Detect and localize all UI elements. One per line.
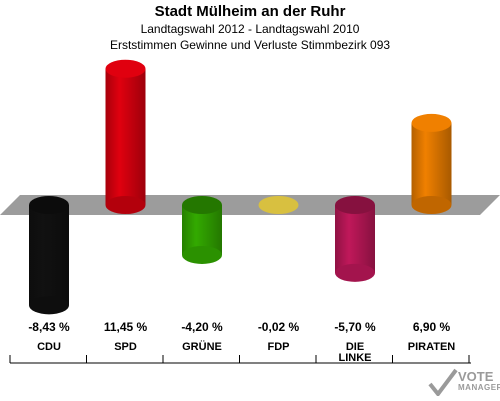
- chart-title: Stadt Mülheim an der Ruhr: [154, 3, 346, 20]
- category-label: DIE: [346, 341, 364, 353]
- bar-body: [411, 122, 452, 205]
- bar-base: [411, 196, 452, 214]
- chart-subtitle: Landtagswahl 2012 - Landtagswahl 2010: [140, 22, 360, 36]
- bar-piraten: [411, 113, 452, 214]
- category-label: SPD: [114, 341, 137, 353]
- bar-cap: [182, 196, 222, 214]
- category-label: PIRATEN: [408, 341, 456, 353]
- bar-body: [29, 205, 69, 306]
- bar-body: [105, 68, 146, 206]
- logo-text-manager: MANAGER: [458, 383, 500, 392]
- ballot-check-icon: [428, 368, 458, 398]
- bar-base: [105, 196, 146, 214]
- bar-fdp: [258, 196, 299, 214]
- bar-cap: [105, 59, 146, 78]
- bar-spd: [105, 59, 146, 214]
- bar-body: [335, 205, 375, 273]
- bar-die-linke: [335, 196, 375, 282]
- category-label: GRÜNE: [182, 340, 222, 353]
- bar-cap: [258, 196, 299, 214]
- value-label: 6,90 %: [413, 320, 451, 334]
- vote-manager-logo: [428, 368, 496, 398]
- bar-cap: [411, 113, 452, 132]
- category-label: CDU: [37, 341, 61, 353]
- value-label: 11,45 %: [104, 320, 148, 334]
- bar-grüne: [182, 196, 222, 264]
- bar-bottom: [335, 263, 375, 282]
- category-label: FDP: [268, 341, 290, 353]
- bar-bottom: [182, 245, 222, 264]
- bar-cap: [29, 196, 69, 214]
- value-label: -0,02 %: [258, 320, 300, 334]
- bar-bottom: [29, 296, 69, 315]
- chart-description: Erststimmen Gewinne und Verluste Stimmbe…: [109, 38, 391, 52]
- value-label: -8,43 %: [28, 320, 70, 334]
- category-label: LINKE: [339, 352, 372, 364]
- bar-cap: [335, 196, 375, 214]
- value-label: -5,70 %: [334, 320, 376, 334]
- logo-text-vote: VOTE: [458, 369, 494, 384]
- value-label: -4,20 %: [181, 320, 223, 334]
- bar-cdu: [29, 196, 69, 315]
